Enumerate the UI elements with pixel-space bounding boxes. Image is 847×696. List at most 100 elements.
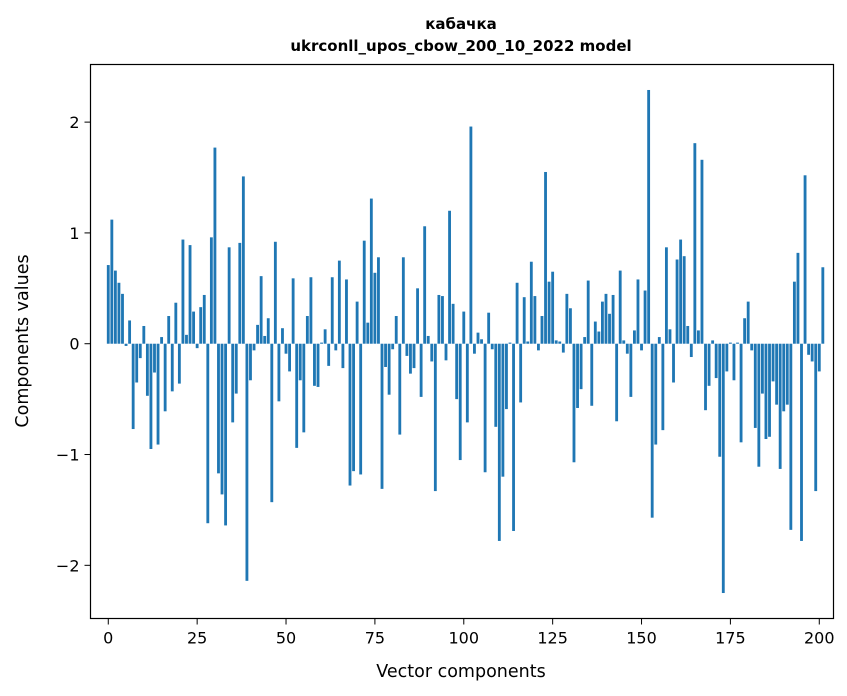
bar (320, 342, 323, 344)
x-axis-label: Vector components (376, 662, 545, 682)
bar (679, 239, 683, 344)
bar (469, 126, 473, 344)
bar (121, 293, 124, 344)
bar (124, 343, 128, 346)
bar (266, 318, 270, 344)
bar (323, 329, 327, 344)
bar (640, 343, 643, 351)
bar (394, 316, 398, 344)
bar (110, 219, 114, 344)
bar (487, 312, 491, 344)
bar (252, 343, 256, 351)
bar (362, 240, 366, 344)
plot-frame (89, 63, 835, 620)
bar (448, 210, 451, 344)
bar (696, 330, 700, 344)
bar (807, 343, 811, 355)
bar (661, 343, 665, 431)
bar (458, 343, 462, 461)
bar (273, 241, 277, 344)
bar (384, 343, 387, 367)
bar (455, 343, 459, 400)
bar (586, 280, 590, 344)
bar (608, 313, 611, 344)
bar (800, 343, 803, 541)
bar (423, 226, 427, 344)
bar (465, 343, 469, 423)
bar (405, 343, 409, 356)
y-tick-label: 2 (69, 113, 79, 132)
bar (686, 325, 690, 344)
bar (153, 343, 156, 373)
bar (373, 272, 377, 344)
bar (305, 316, 309, 344)
bar (295, 343, 299, 448)
bar (391, 343, 395, 350)
y-tick-label: 1 (69, 224, 79, 243)
bar (327, 343, 331, 366)
bar (483, 343, 487, 473)
bar (668, 329, 672, 344)
bar (700, 159, 704, 344)
bar (554, 340, 558, 344)
bar (711, 340, 715, 344)
chart-subtitle: ukrconll_upos_cbow_200_10_2022 model (290, 37, 631, 55)
bar (618, 270, 622, 344)
bar (704, 343, 707, 411)
bar (291, 278, 295, 344)
bar (707, 343, 711, 386)
bar (444, 343, 448, 361)
bar (789, 343, 793, 530)
bar (497, 343, 501, 541)
bar (298, 343, 302, 381)
x-tick-label: 200 (804, 629, 835, 648)
bar (572, 343, 576, 463)
bar (249, 343, 252, 381)
bar (739, 343, 743, 443)
bar (135, 343, 139, 383)
bars-group (106, 89, 825, 594)
bar (416, 288, 419, 344)
y-axis-label: Components values (13, 254, 33, 427)
x-tick-label: 25 (187, 629, 207, 648)
bar (611, 294, 615, 344)
bar (785, 343, 789, 405)
x-tick-label: 100 (449, 629, 480, 648)
bar (561, 343, 565, 353)
bar (558, 341, 562, 344)
bar (131, 343, 135, 430)
bar (192, 311, 196, 344)
bar (693, 143, 697, 344)
bar (714, 343, 718, 379)
bar (753, 343, 757, 428)
bar (817, 343, 821, 372)
bar (597, 331, 601, 344)
bar (569, 308, 572, 344)
bar (601, 301, 604, 344)
bar (330, 277, 334, 344)
bar (515, 282, 519, 344)
bar (433, 343, 437, 492)
bar (725, 343, 729, 372)
bar (142, 325, 146, 344)
bar (636, 279, 640, 344)
bar (501, 343, 505, 477)
bar (647, 89, 651, 344)
bar (377, 257, 380, 344)
bar (256, 324, 259, 344)
bar (334, 343, 338, 351)
bar (480, 339, 483, 344)
bar (352, 343, 355, 472)
bar (366, 322, 370, 344)
bar (760, 343, 764, 394)
bar (238, 242, 242, 344)
bar (764, 343, 768, 440)
bar (337, 260, 341, 344)
bar (369, 198, 373, 344)
bar (341, 343, 345, 369)
bar (234, 343, 238, 394)
bar (654, 343, 658, 445)
bar (348, 343, 352, 486)
bar (814, 343, 818, 492)
